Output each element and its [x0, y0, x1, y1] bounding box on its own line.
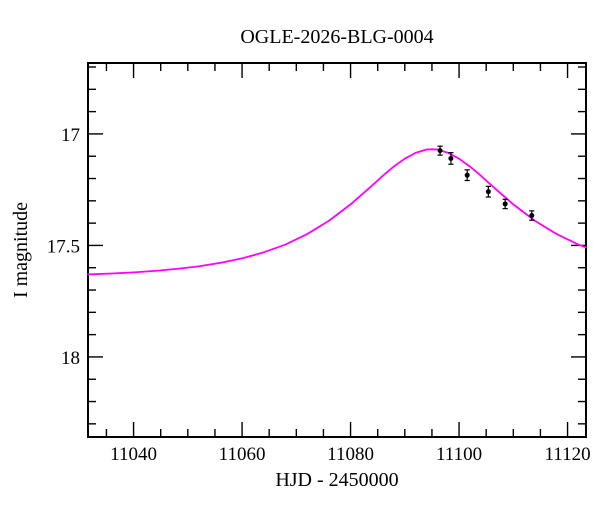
y-tick-label: 17	[61, 125, 80, 146]
data-point	[437, 148, 443, 154]
data-point	[529, 213, 535, 219]
y-tick-label: 18	[61, 348, 80, 369]
plot-frame	[87, 62, 587, 438]
chart-title: OGLE-2026-BLG-0004	[240, 26, 434, 48]
x-tick-label: 11040	[110, 444, 157, 465]
data-point	[502, 201, 508, 207]
x-tick-label: 11060	[219, 444, 266, 465]
y-tick-label: 17.5	[47, 236, 80, 257]
data-point	[448, 155, 454, 161]
x-tick-label: 11120	[545, 444, 591, 465]
x-tick-label: 11080	[327, 444, 374, 465]
data-point	[464, 172, 470, 178]
x-axis-label: HJD - 2450000	[275, 469, 399, 491]
model-curve	[87, 148, 587, 276]
x-tick-label: 11100	[436, 444, 482, 465]
data-point	[485, 189, 491, 195]
